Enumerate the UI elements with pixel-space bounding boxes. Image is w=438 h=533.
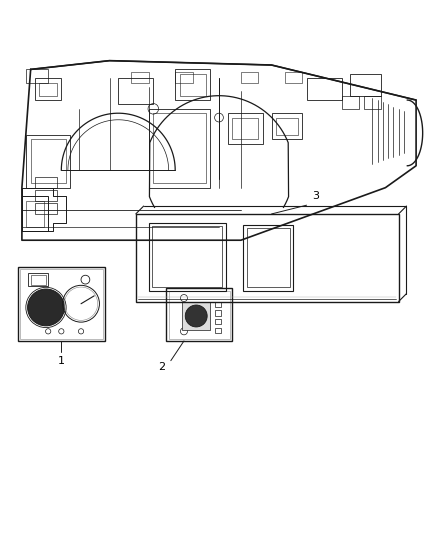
Bar: [26, 69, 48, 83]
Bar: [241, 71, 258, 83]
Bar: [149, 223, 226, 290]
Bar: [232, 118, 258, 140]
Bar: [35, 177, 57, 188]
Bar: [247, 229, 290, 287]
Bar: [285, 71, 302, 83]
Bar: [18, 266, 105, 341]
Bar: [152, 226, 222, 287]
Bar: [215, 302, 221, 307]
Bar: [180, 74, 206, 96]
Bar: [35, 190, 57, 201]
Bar: [22, 197, 48, 231]
Bar: [149, 109, 210, 188]
Bar: [243, 225, 293, 290]
Circle shape: [185, 305, 207, 327]
Bar: [215, 310, 221, 316]
Bar: [276, 118, 298, 135]
Circle shape: [28, 289, 64, 326]
Bar: [26, 201, 44, 227]
Bar: [118, 78, 153, 104]
Bar: [272, 113, 302, 140]
Bar: [166, 288, 232, 341]
Text: 3: 3: [312, 191, 319, 201]
Bar: [26, 135, 70, 188]
Bar: [169, 290, 230, 339]
Bar: [228, 113, 263, 144]
Bar: [364, 96, 381, 109]
Bar: [153, 113, 206, 183]
Text: 1: 1: [58, 356, 65, 366]
Bar: [31, 275, 46, 285]
Bar: [342, 96, 359, 109]
Bar: [175, 71, 193, 83]
Bar: [131, 71, 149, 83]
Bar: [35, 78, 61, 100]
Bar: [307, 78, 342, 100]
Bar: [20, 269, 103, 339]
Bar: [215, 319, 221, 324]
Bar: [350, 74, 381, 96]
Text: 2: 2: [159, 362, 166, 372]
Bar: [136, 214, 399, 302]
Bar: [175, 69, 210, 100]
Bar: [28, 273, 48, 286]
Bar: [39, 83, 57, 96]
Bar: [31, 140, 66, 183]
Bar: [182, 302, 210, 330]
Bar: [215, 328, 221, 333]
Bar: [35, 203, 57, 214]
